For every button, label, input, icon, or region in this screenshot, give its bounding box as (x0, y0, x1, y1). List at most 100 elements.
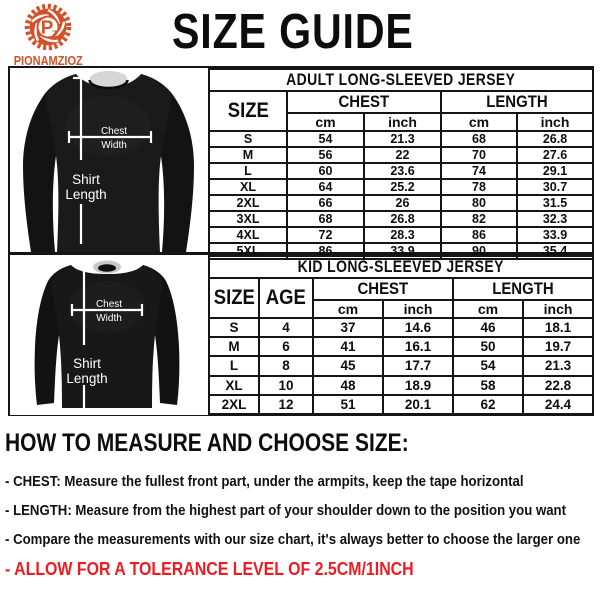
kid-table-body: S 4 37 14.6 46 18.1 M 6 41 16.1 50 19.7 L 8 45 17.7 54 21… (208, 316, 595, 416)
howto-heading: HOW TO MEASURE AND CHOOSE SIZE: (5, 429, 409, 457)
howto-line-compare: - Compare the measurements with our size… (5, 531, 581, 548)
table-cell: 29.1 (515, 162, 595, 180)
kid-unit-length-cm: cm (452, 299, 524, 319)
table-cell: S (208, 130, 288, 148)
adult-shirt-length-label-1: Shirt (72, 172, 100, 187)
table-cell: 41 (312, 336, 384, 358)
table-cell: 20.1 (382, 393, 454, 416)
table-cell: 78 (440, 178, 518, 196)
table-row: 2XL 66 26 80 31.5 (208, 194, 595, 212)
table-cell: 17.7 (382, 355, 454, 377)
table-cell: 23.6 (363, 162, 442, 180)
kid-unit-length-inch: inch (521, 299, 595, 319)
table-cell: 86 (440, 226, 518, 244)
table-cell: 64 (286, 178, 365, 196)
table-cell: 54 (452, 355, 524, 377)
adult-shirt-length-label-2: Length (65, 187, 106, 202)
table-cell: 68 (440, 130, 518, 148)
tolerance-note: - ALLOW FOR A TOLERANCE LEVEL OF 2.5CM/1… (5, 558, 414, 579)
table-cell: 74 (440, 162, 518, 180)
table-cell: 33.9 (515, 226, 595, 244)
table-cell: 12 (258, 393, 314, 416)
adult-table-body: S 54 21.3 68 26.8 M 56 22 70 27.6 L 60 23.6 74 29.1 XL 6… (208, 130, 595, 260)
howto-line-length: - LENGTH: Measure from the highest part … (5, 502, 567, 519)
adult-table-title: ADULT LONG-SLEEVED JERSEY (207, 68, 595, 92)
table-row: XL 10 48 18.9 58 22.8 (208, 374, 595, 396)
table-cell: 3XL (208, 210, 288, 228)
adult-chest-width-label-1: Chest (101, 126, 127, 137)
table-cell: 72 (286, 226, 365, 244)
kid-measure-lines (70, 266, 144, 408)
table-cell: 70 (440, 146, 518, 164)
table-cell: 66 (286, 194, 365, 212)
size-guide-board: Chest Width Shirt Length ADULT LONG-SLEE… (8, 66, 595, 416)
table-cell: 8 (258, 355, 314, 377)
table-cell: 10 (258, 374, 314, 396)
kid-col-age: AGE (258, 277, 314, 319)
table-cell: 51 (312, 393, 384, 416)
table-cell: 32.3 (515, 210, 595, 228)
adult-table-wrap: ADULT LONG-SLEEVED JERSEY SIZE CHEST LEN… (207, 68, 595, 260)
adult-unit-length-cm: cm (440, 112, 518, 132)
brand-logo: P Z PIONAMZIOZ (8, 2, 88, 70)
table-cell: 25.2 (363, 178, 442, 196)
table-cell: 24.4 (521, 393, 595, 416)
table-row: XL 64 25.2 78 30.7 (208, 178, 595, 196)
table-row: 4XL 72 28.3 86 33.9 (208, 226, 595, 244)
adult-unit-chest-inch: inch (363, 112, 442, 132)
table-cell: 6 (258, 336, 314, 358)
table-cell: L (208, 355, 260, 377)
howto-line-chest: - CHEST: Measure the fullest front part,… (5, 473, 524, 490)
brand-name: PIONAMZIOZ (13, 54, 83, 68)
table-cell: 14.6 (382, 316, 454, 339)
table-cell: 82 (440, 210, 518, 228)
adult-size-table: ADULT LONG-SLEEVED JERSEY SIZE CHEST LEN… (207, 68, 595, 260)
table-row: 3XL 68 26.8 82 32.3 (208, 210, 595, 228)
adult-jersey-image: Chest Width Shirt Length (10, 68, 208, 252)
table-cell: 31.5 (515, 194, 595, 212)
table-cell: 22.8 (521, 374, 595, 396)
table-cell: 50 (452, 336, 524, 358)
table-cell: 27.6 (515, 146, 595, 164)
table-cell: 62 (452, 393, 524, 416)
adult-jersey-diagram: Chest Width Shirt Length (23, 71, 194, 252)
adult-section: Chest Width Shirt Length ADULT LONG-SLEE… (10, 68, 595, 260)
kid-jersey-diagram: Chest Width Shirt Length (34, 260, 180, 408)
table-cell: M (208, 146, 288, 164)
table-cell: S (208, 316, 260, 339)
page-title: SIZE GUIDE (172, 5, 414, 59)
kid-unit-chest-inch: inch (382, 299, 454, 319)
table-cell: 46 (452, 316, 524, 339)
table-cell: 4XL (208, 226, 288, 244)
adult-unit-length-inch: inch (515, 112, 595, 132)
table-cell: 26.8 (363, 210, 442, 228)
adult-col-size: SIZE (208, 90, 288, 132)
table-cell: 68 (286, 210, 365, 228)
table-row: L 8 45 17.7 54 21.3 (208, 355, 595, 377)
kid-chest-width-label-1: Chest (96, 299, 122, 310)
table-cell: 16.1 (382, 336, 454, 358)
howto-lines: - CHEST: Measure the fullest front part,… (5, 473, 600, 548)
monogram-sub-letter: Z (52, 29, 58, 39)
table-cell: 18.9 (382, 374, 454, 396)
table-cell: 18.1 (521, 316, 595, 339)
adult-col-length: LENGTH (439, 90, 595, 114)
kid-table-wrap: KID LONG-SLEEVED JERSEY SIZE AGE CHEST L… (207, 255, 595, 416)
monogram-letter: P (41, 16, 54, 37)
table-cell: M (208, 336, 260, 358)
kid-unit-chest-cm: cm (312, 299, 384, 319)
table-cell: 48 (312, 374, 384, 396)
kid-section: Chest Width Shirt Length KID LONG-SLEEVE… (10, 255, 595, 416)
table-row: L 60 23.6 74 29.1 (208, 162, 595, 180)
kid-col-length: LENGTH (451, 277, 595, 301)
table-cell: 22 (363, 146, 442, 164)
kid-size-table: KID LONG-SLEEVED JERSEY SIZE AGE CHEST L… (207, 255, 595, 416)
adult-chest-width-label-2: Width (101, 140, 127, 151)
table-cell: 2XL (208, 194, 288, 212)
table-cell: 21.3 (521, 355, 595, 377)
adult-col-chest: CHEST (286, 90, 442, 114)
kid-shirt-length-label-1: Shirt (73, 356, 101, 371)
kid-table-title: KID LONG-SLEEVED JERSEY (207, 255, 595, 279)
gear-logo-icon: P Z (24, 3, 72, 51)
table-cell: 58 (452, 374, 524, 396)
